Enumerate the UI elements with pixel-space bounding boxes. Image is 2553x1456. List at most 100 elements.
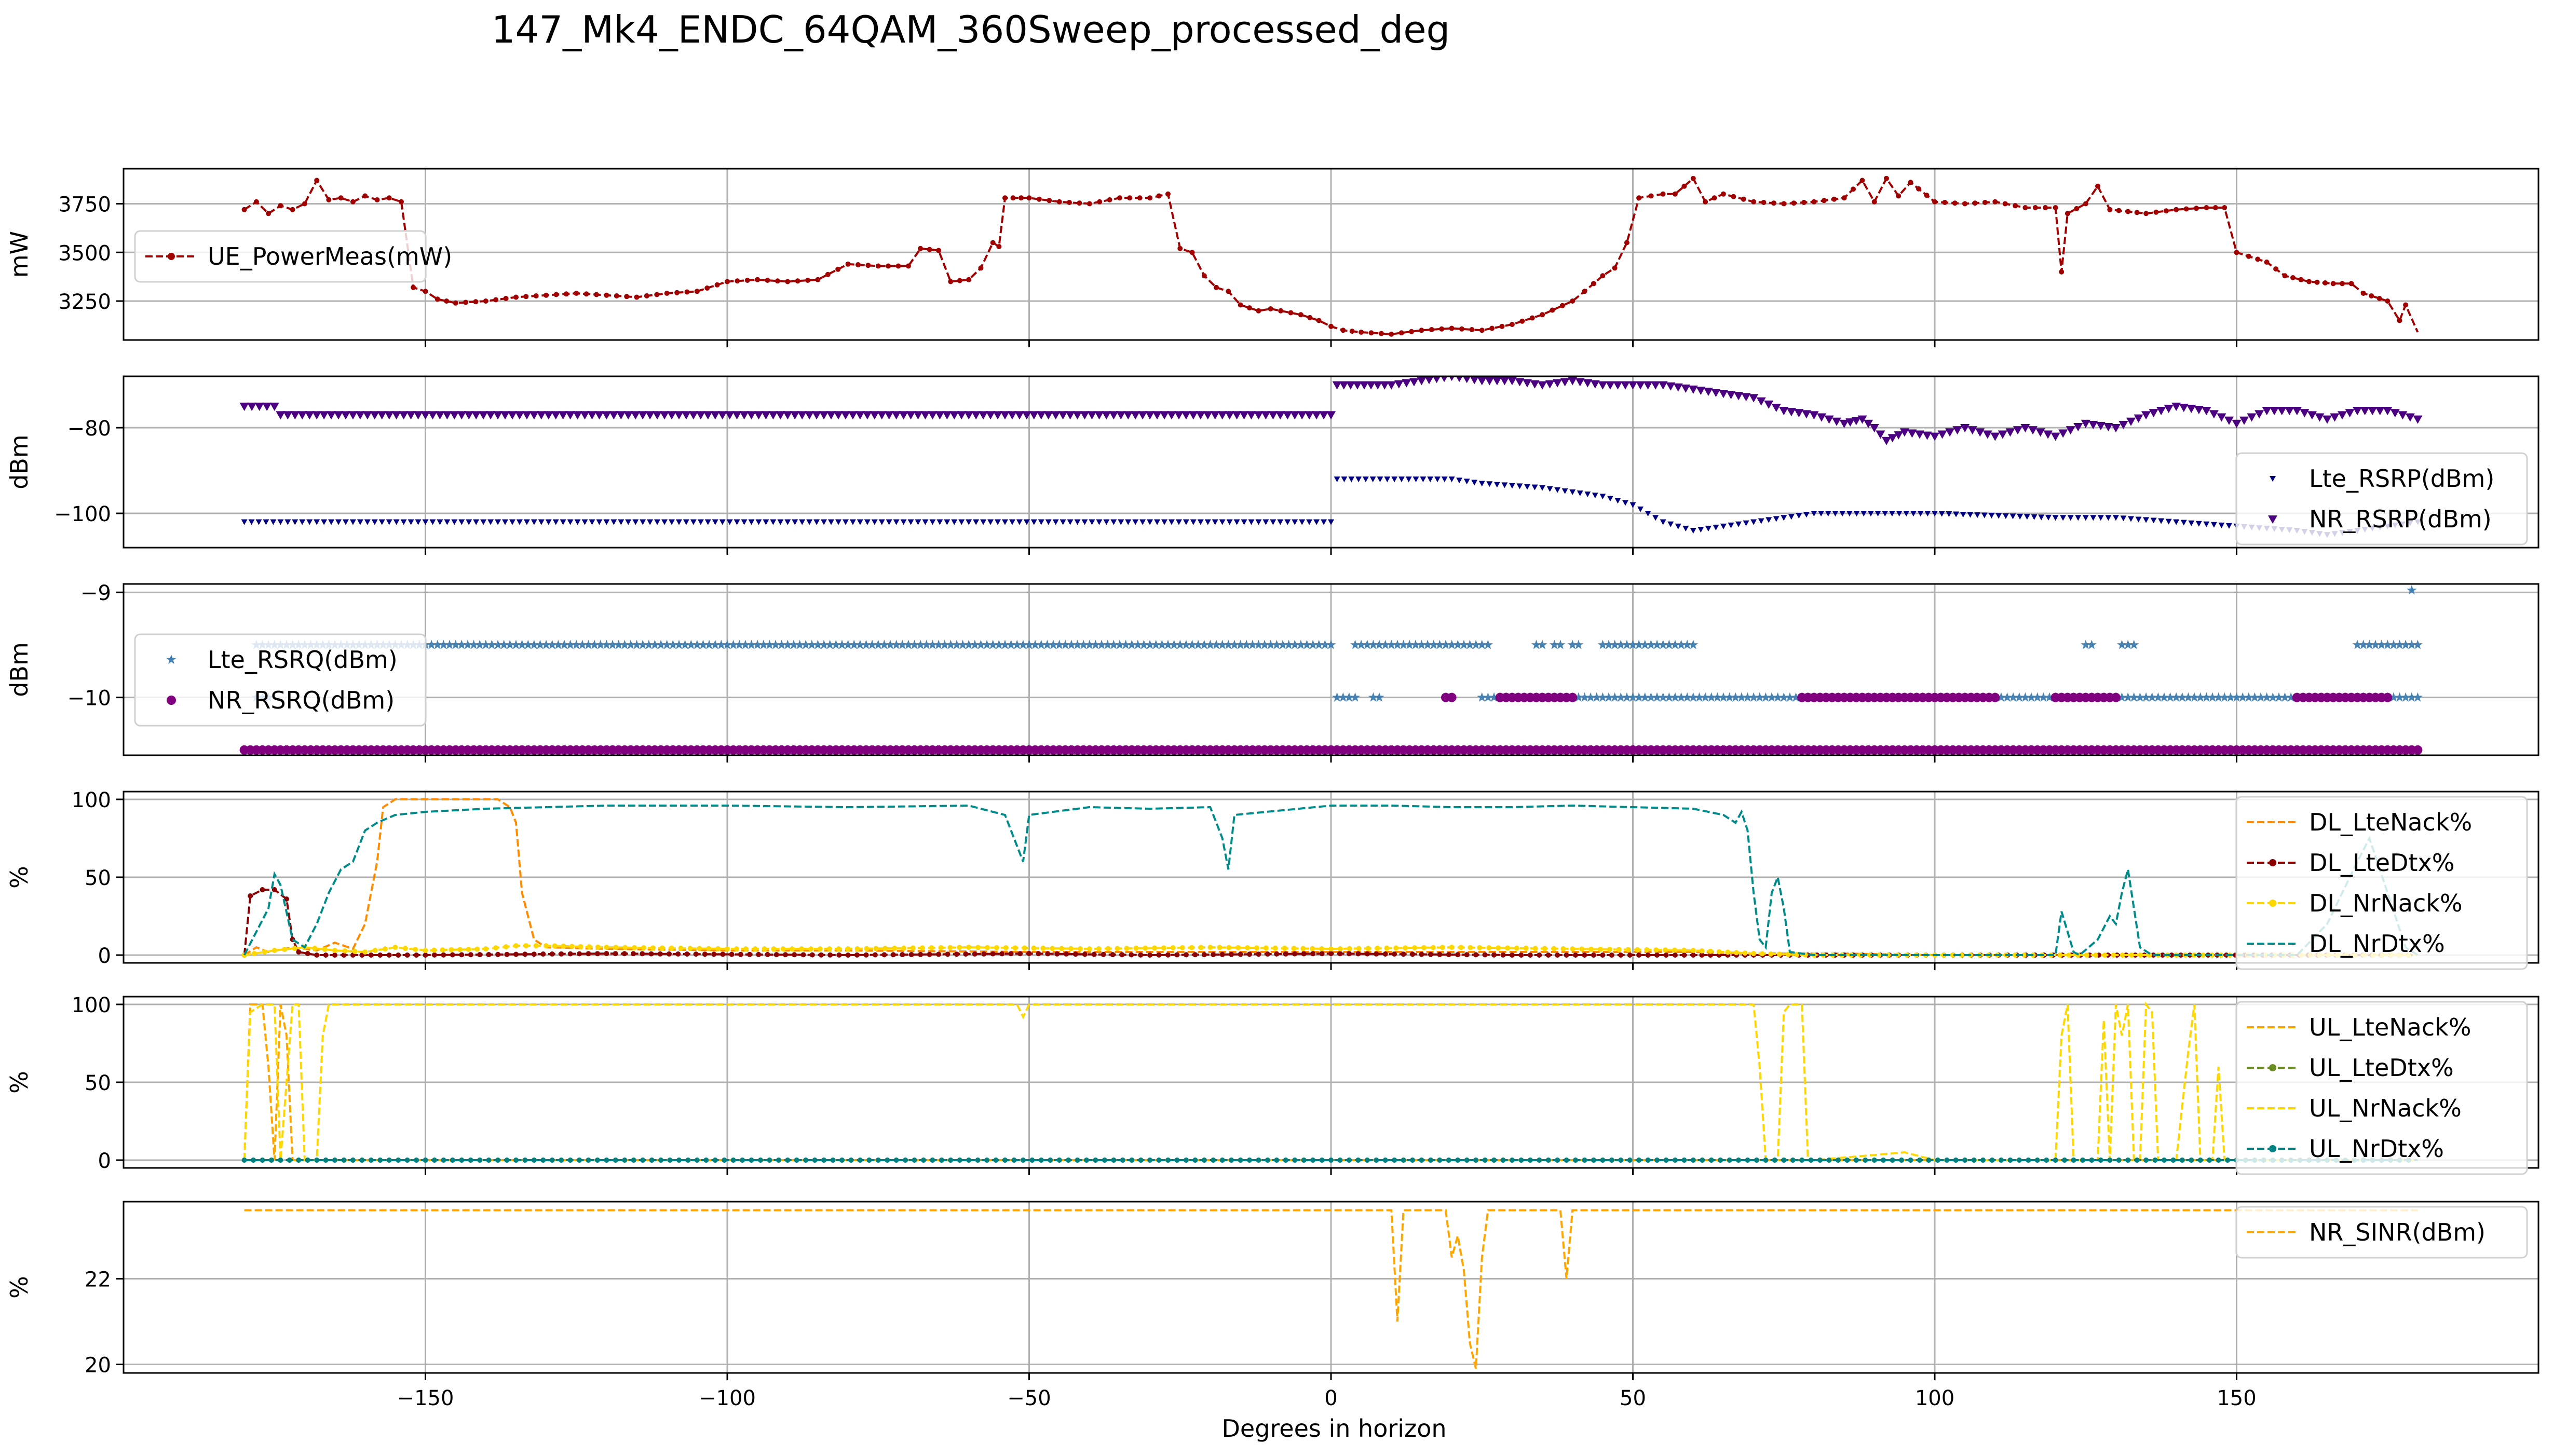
- data-point: [1675, 523, 1681, 529]
- data-point: [1803, 512, 1810, 518]
- data-point: [1009, 519, 1015, 525]
- data-point: [2197, 1158, 2203, 1163]
- data-point: [1175, 639, 1185, 649]
- data-point: [944, 519, 950, 525]
- data-point: [2212, 205, 2218, 210]
- data-point: [1700, 1158, 1705, 1163]
- data-point: [614, 293, 619, 298]
- data-point: [1235, 945, 1241, 950]
- data-point: [477, 952, 483, 958]
- data-point: [1145, 639, 1155, 649]
- data-point: [2020, 692, 2030, 702]
- data-point: [1110, 519, 1117, 525]
- data-point: [954, 951, 959, 957]
- data-point: [893, 1158, 899, 1163]
- data-point: [2005, 428, 2015, 437]
- data-point: [1867, 952, 1872, 958]
- data-point: [1853, 1158, 1859, 1163]
- data-point: [837, 639, 847, 649]
- data-point: [1781, 515, 1787, 521]
- data-point: [1537, 952, 1542, 958]
- legend-label: NR_RSRP(dBm): [2309, 505, 2492, 533]
- data-point: [1197, 519, 1204, 525]
- data-point: [2207, 1158, 2212, 1163]
- data-point: [1011, 1158, 1017, 1163]
- data-point: [1094, 411, 1104, 420]
- data-point: [963, 639, 974, 649]
- data-point: [678, 945, 684, 951]
- y-axis-label: dBm: [5, 434, 33, 489]
- data-point: [667, 1158, 673, 1163]
- data-point: [1402, 379, 1411, 388]
- data-point: [1473, 1158, 1479, 1163]
- data-point: [1910, 511, 1917, 516]
- legend: Lte_RSRP(dBm)NR_RSRP(dBm): [2235, 452, 2528, 546]
- y-tick-label: 100: [72, 788, 111, 812]
- y-axis-label: mW: [5, 231, 33, 278]
- data-point: [1048, 639, 1058, 649]
- data-point: [741, 519, 748, 525]
- data-point: [251, 1158, 256, 1163]
- data-point: [1609, 1158, 1614, 1163]
- data-point: [1853, 511, 1860, 516]
- data-point: [1554, 487, 1561, 493]
- data-point: [938, 945, 944, 950]
- data-point: [1835, 1158, 1841, 1163]
- data-point: [1477, 377, 1487, 386]
- data-point: [1449, 376, 1455, 381]
- data-point: [1198, 945, 1204, 950]
- data-point: [1471, 480, 1478, 486]
- data-point: [1310, 1158, 1316, 1163]
- data-point: [755, 519, 762, 525]
- data-point: [1745, 1158, 1750, 1163]
- data-point: [1946, 511, 1952, 517]
- data-point: [675, 519, 682, 525]
- shared-x-axis: −150 −100 −50 0 50 100 150: [397, 1386, 2257, 1410]
- data-point: [747, 951, 753, 957]
- plot-frame: [123, 168, 2540, 341]
- data-point: [1532, 946, 1538, 951]
- data-point: [1922, 431, 1932, 440]
- y-tick-label: 22: [85, 1268, 111, 1292]
- data-point: [2306, 279, 2312, 284]
- data-point: [2377, 296, 2382, 301]
- data-point: [995, 519, 1001, 525]
- data-point: [1421, 945, 1427, 950]
- data-point: [885, 1158, 890, 1163]
- data-point: [1885, 952, 1891, 958]
- data-point: [1570, 298, 1576, 304]
- data-point: [2383, 692, 2393, 702]
- data-point: [1720, 191, 1726, 197]
- data-point: [1409, 378, 1419, 387]
- data-point: [2274, 692, 2284, 702]
- data-point: [881, 952, 887, 958]
- data-point: [2262, 692, 2272, 702]
- data-point: [812, 411, 822, 420]
- data-point: [1297, 411, 1307, 420]
- data-point: [440, 947, 445, 953]
- data-point: [1585, 692, 1596, 702]
- data-point: [1439, 326, 1445, 332]
- data-point: [1555, 639, 1566, 649]
- data-point: [1736, 692, 1747, 702]
- data-point: [1193, 639, 1203, 649]
- x-tick-label: −100: [699, 1386, 756, 1410]
- data-point: [1839, 511, 1846, 516]
- data-point: [1223, 639, 1233, 649]
- data-point: [1201, 952, 1207, 958]
- data-point: [1690, 175, 1696, 181]
- data-point: [848, 411, 858, 420]
- data-point: [866, 1158, 872, 1163]
- data-point: [1491, 1158, 1497, 1163]
- data-point: [1398, 477, 1405, 482]
- data-point: [933, 639, 944, 649]
- data-point: [2102, 952, 2108, 958]
- series-ue-powermeas-mw-: [241, 175, 2419, 337]
- data-point: [1145, 411, 1155, 420]
- data-point: [835, 266, 841, 272]
- data-point: [1953, 511, 1960, 518]
- data-point: [683, 519, 689, 525]
- data-point: [1718, 390, 1728, 398]
- data-point: [1362, 639, 1373, 649]
- y-tick-label: 3250: [58, 290, 111, 314]
